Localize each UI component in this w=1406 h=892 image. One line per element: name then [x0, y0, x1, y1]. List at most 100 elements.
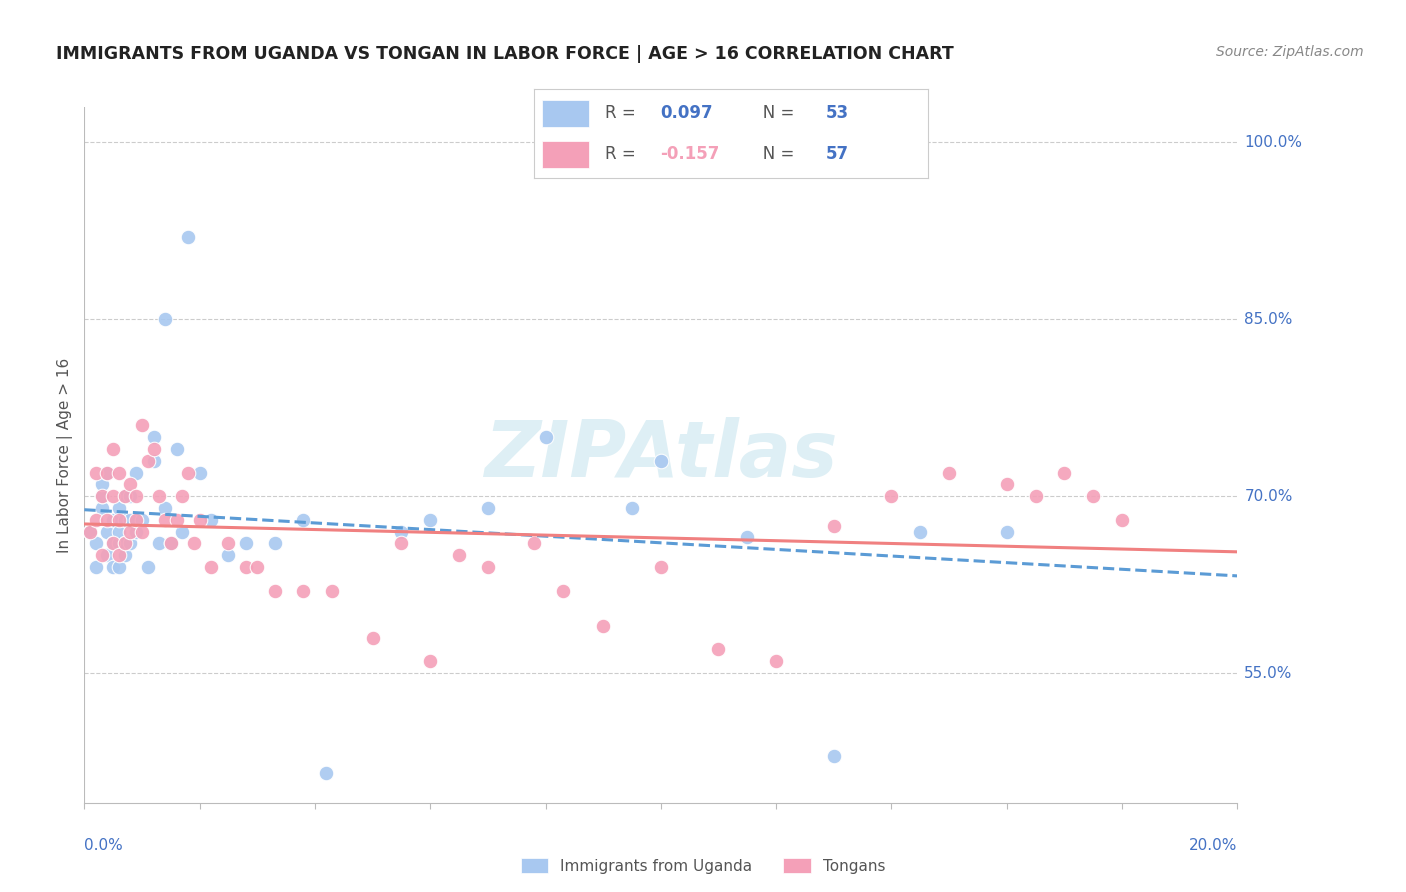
- Point: [419, 654, 441, 668]
- Point: [125, 489, 148, 503]
- Point: [621, 500, 644, 515]
- FancyBboxPatch shape: [543, 141, 589, 168]
- Point: [1081, 489, 1104, 503]
- Point: [263, 536, 285, 550]
- Point: [172, 524, 194, 539]
- Point: [108, 466, 131, 480]
- Point: [96, 466, 118, 480]
- Point: [103, 560, 124, 574]
- Point: [183, 536, 205, 550]
- Text: 20.0%: 20.0%: [1189, 838, 1237, 854]
- Point: [84, 536, 107, 550]
- Point: [114, 489, 136, 503]
- Point: [391, 536, 413, 550]
- Text: 57: 57: [825, 145, 849, 163]
- Point: [188, 513, 211, 527]
- Point: [292, 583, 315, 598]
- Point: [114, 536, 136, 550]
- Point: [361, 631, 384, 645]
- Point: [108, 500, 131, 515]
- Point: [96, 513, 118, 527]
- Point: [650, 560, 672, 574]
- Point: [391, 524, 413, 539]
- Text: 85.0%: 85.0%: [1244, 312, 1292, 326]
- Point: [114, 513, 136, 527]
- Point: [148, 536, 170, 550]
- Point: [880, 489, 903, 503]
- Point: [523, 536, 546, 550]
- FancyBboxPatch shape: [543, 100, 589, 127]
- Text: 100.0%: 100.0%: [1244, 135, 1302, 150]
- Text: IMMIGRANTS FROM UGANDA VS TONGAN IN LABOR FORCE | AGE > 16 CORRELATION CHART: IMMIGRANTS FROM UGANDA VS TONGAN IN LABO…: [56, 45, 955, 62]
- Point: [650, 454, 672, 468]
- Text: N =: N =: [747, 104, 800, 122]
- Point: [534, 430, 557, 444]
- Point: [1053, 466, 1076, 480]
- Point: [217, 548, 239, 562]
- Point: [142, 454, 165, 468]
- Point: [131, 513, 153, 527]
- Point: [96, 524, 118, 539]
- Point: [477, 560, 499, 574]
- Point: [737, 531, 759, 545]
- Point: [177, 229, 200, 244]
- Point: [823, 748, 845, 763]
- Point: [153, 500, 176, 515]
- Point: [160, 536, 183, 550]
- Point: [235, 536, 257, 550]
- Point: [108, 513, 131, 527]
- Point: [84, 466, 107, 480]
- Point: [90, 477, 112, 491]
- Point: [79, 524, 101, 539]
- Point: [235, 560, 257, 574]
- Point: [592, 619, 614, 633]
- Point: [315, 766, 337, 780]
- Point: [90, 500, 112, 515]
- Text: 55.0%: 55.0%: [1244, 665, 1292, 681]
- Point: [103, 489, 124, 503]
- Point: [938, 466, 960, 480]
- Point: [1111, 513, 1133, 527]
- Point: [103, 536, 124, 550]
- Text: 70.0%: 70.0%: [1244, 489, 1292, 504]
- Point: [142, 430, 165, 444]
- Point: [90, 489, 112, 503]
- Point: [108, 524, 131, 539]
- Point: [131, 418, 153, 433]
- Point: [166, 513, 188, 527]
- Text: ZIPAtlas: ZIPAtlas: [484, 417, 838, 493]
- Point: [447, 548, 470, 562]
- Point: [148, 489, 170, 503]
- Point: [188, 466, 211, 480]
- Point: [103, 536, 124, 550]
- Point: [321, 583, 343, 598]
- Text: 0.0%: 0.0%: [84, 838, 124, 854]
- Point: [263, 583, 285, 598]
- Point: [114, 536, 136, 550]
- Point: [120, 524, 142, 539]
- Point: [551, 583, 574, 598]
- Point: [707, 642, 730, 657]
- Text: 53: 53: [825, 104, 849, 122]
- Point: [103, 513, 124, 527]
- Y-axis label: In Labor Force | Age > 16: In Labor Force | Age > 16: [58, 358, 73, 552]
- Point: [120, 477, 142, 491]
- Point: [114, 548, 136, 562]
- Point: [84, 513, 107, 527]
- Point: [96, 548, 118, 562]
- Text: 0.097: 0.097: [661, 104, 713, 122]
- Point: [108, 536, 131, 550]
- Point: [177, 466, 200, 480]
- Point: [160, 536, 183, 550]
- Point: [131, 524, 153, 539]
- Text: R =: R =: [605, 104, 641, 122]
- Point: [136, 560, 159, 574]
- Point: [995, 524, 1018, 539]
- Point: [200, 560, 222, 574]
- Point: [217, 536, 239, 550]
- Point: [292, 513, 315, 527]
- Point: [79, 524, 101, 539]
- Point: [166, 442, 188, 456]
- Point: [172, 489, 194, 503]
- Text: R =: R =: [605, 145, 641, 163]
